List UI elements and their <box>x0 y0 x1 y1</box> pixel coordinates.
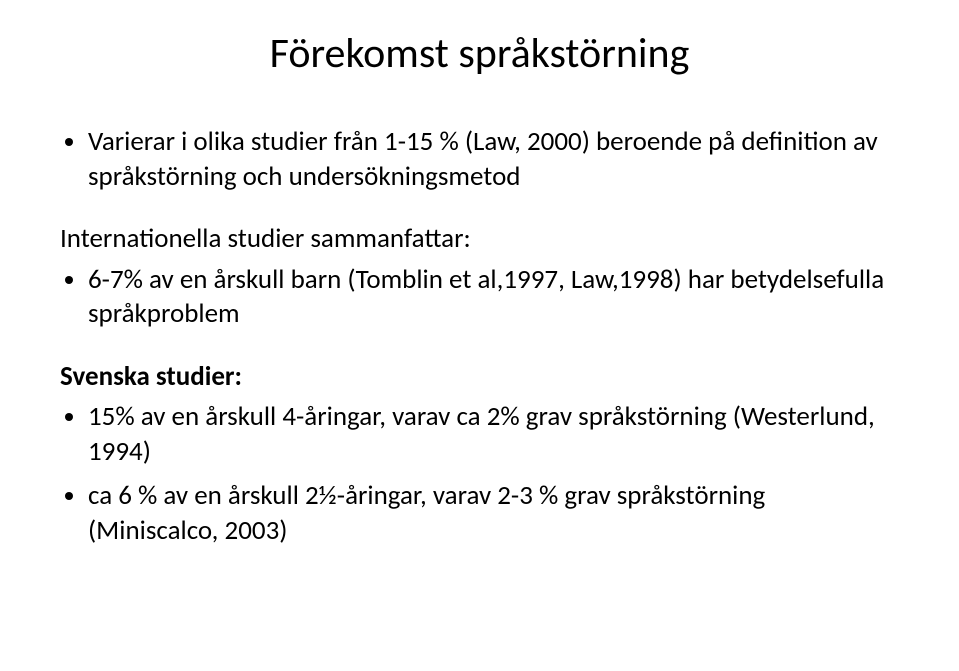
list-item: ca 6 % av en årskull 2½-åringar, varav 2… <box>88 479 899 548</box>
list-item: 15% av en årskull 4-åringar, varav ca 2%… <box>88 400 899 469</box>
intro-list: Varierar i olika studier från 1-15 % (La… <box>60 125 899 194</box>
list-item: Varierar i olika studier från 1-15 % (La… <box>88 125 899 194</box>
slide-title: Förekomst språkstörning <box>60 28 899 79</box>
section-label: Internationella studier sammanfattar: <box>60 222 899 257</box>
slide: Förekomst språkstörning Varierar i olika… <box>0 0 959 671</box>
intl-list: 6-7% av en årskull barn (Tomblin et al,1… <box>60 263 899 332</box>
slide-body: Varierar i olika studier från 1-15 % (La… <box>60 125 899 548</box>
swedish-heading: Svenska studier: <box>60 360 899 395</box>
swedish-list: 15% av en årskull 4-åringar, varav ca 2%… <box>60 400 899 548</box>
list-item: 6-7% av en årskull barn (Tomblin et al,1… <box>88 263 899 332</box>
